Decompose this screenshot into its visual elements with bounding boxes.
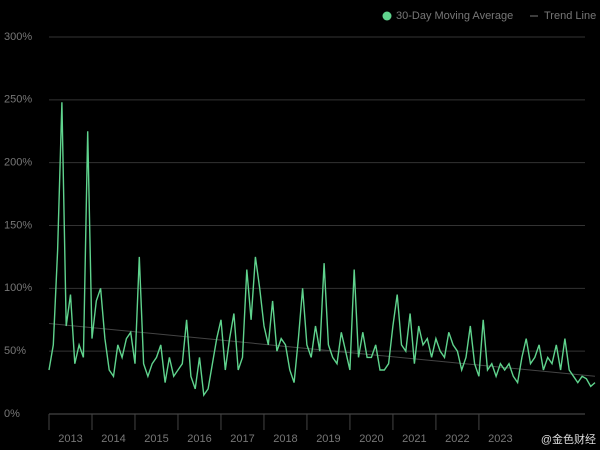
x-tick-label: 2017 <box>230 433 254 445</box>
series-line <box>48 102 596 398</box>
legend-label: 30-Day Moving Average <box>396 10 513 22</box>
x-tick-label: 2021 <box>402 433 426 445</box>
y-tick-label: 100% <box>4 282 32 294</box>
y-tick-label: 200% <box>4 157 32 169</box>
x-tick-label: 2022 <box>445 433 469 445</box>
x-tick-label: 2023 <box>488 433 512 445</box>
x-tick-label: 2018 <box>273 433 297 445</box>
x-tick-label: 2016 <box>187 433 211 445</box>
y-tick-label: 150% <box>4 219 32 231</box>
y-tick-label: 300% <box>4 31 32 43</box>
y-tick-label: 0% <box>4 408 20 420</box>
x-tick-label: 2014 <box>101 433 125 445</box>
legend-label: Trend Line <box>544 10 596 22</box>
x-tick-label: 2019 <box>316 433 340 445</box>
x-tick-label: 2015 <box>144 433 168 445</box>
x-tick-label: 2020 <box>359 433 383 445</box>
y-tick-label: 50% <box>4 345 26 357</box>
legend-swatch <box>382 11 392 21</box>
watermark: @金色财经 <box>541 432 596 446</box>
y-tick-label: 250% <box>4 94 32 106</box>
x-tick-label: 2013 <box>58 433 82 445</box>
trend-line <box>48 323 596 377</box>
